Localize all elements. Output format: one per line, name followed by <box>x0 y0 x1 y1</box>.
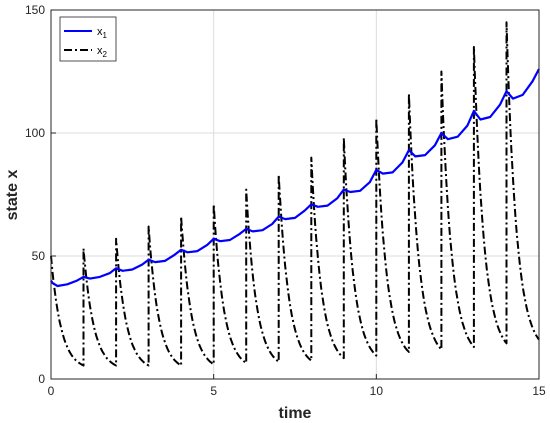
series-x1-line <box>50 68 540 288</box>
legend-x1-label: x1 <box>97 26 108 40</box>
y-tick-label: 150 <box>25 3 45 17</box>
series-x2-line <box>50 21 540 367</box>
legend-box <box>59 16 117 62</box>
y-axis-label: state x <box>4 170 21 221</box>
x-tick-label: 15 <box>532 384 546 398</box>
plot-area <box>51 10 539 379</box>
x-axis-label: time <box>279 405 312 422</box>
y-tick-label: 50 <box>32 249 46 263</box>
legend: x1 x2 <box>59 16 117 62</box>
x-tick-label: 10 <box>370 384 384 398</box>
y-tick-label: 100 <box>25 126 45 140</box>
x-tick-label: 0 <box>48 384 55 398</box>
plot-frame <box>50 9 540 380</box>
series-group <box>50 21 540 367</box>
x-tick-label: 5 <box>210 384 217 398</box>
legend-x2-label: x2 <box>97 45 108 59</box>
y-tick-label: 0 <box>38 372 45 386</box>
